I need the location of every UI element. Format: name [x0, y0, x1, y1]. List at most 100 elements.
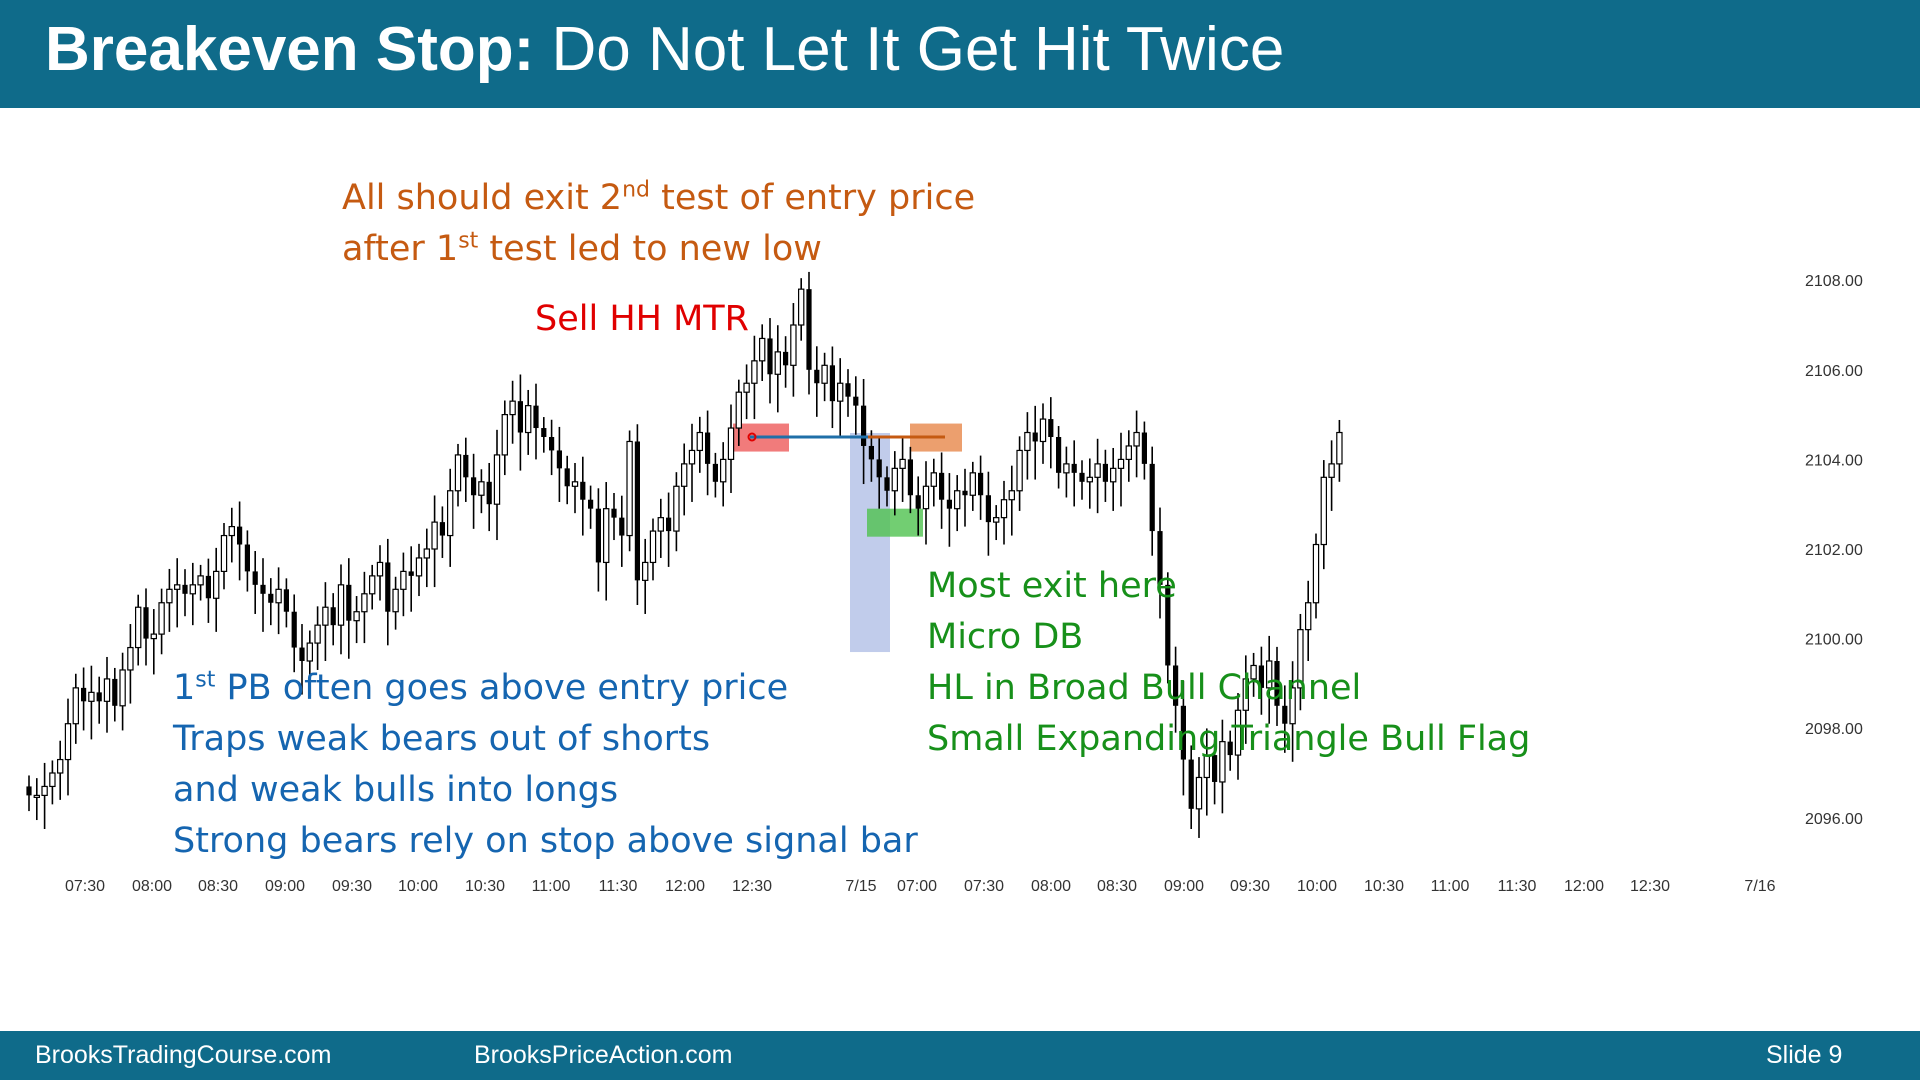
candle-bull [478, 481, 485, 496]
candle-bull [821, 364, 828, 384]
candle-bear [549, 437, 555, 451]
candle-bull [649, 530, 657, 564]
candle-bull [493, 454, 501, 505]
title-rest: Do Not Let It Get Hit Twice [551, 15, 1285, 84]
candle-bear [829, 365, 835, 402]
blue-annotation: 1st PB often goes above entry price Trap… [173, 663, 918, 867]
candle-bull [166, 588, 173, 604]
candle-bear [705, 432, 711, 464]
candle-bull [1289, 687, 1296, 725]
candle-bull [400, 570, 407, 590]
candle-bear [463, 454, 469, 478]
x-tick-label: 12:30 [1630, 878, 1670, 895]
candle-bear [783, 351, 789, 366]
green-line-2: Micro DB [927, 617, 1084, 657]
candle-bear [1274, 661, 1280, 706]
candle-bull [103, 678, 111, 702]
candle-bull [49, 772, 56, 788]
x-tick-label: 7/15 [845, 878, 876, 895]
candle-bull [1312, 543, 1320, 604]
candle-bull [727, 427, 735, 461]
candle-bear [182, 584, 188, 594]
footer-site-1[interactable]: BrooksTradingCourse.com [35, 1041, 332, 1069]
candle-bear [486, 481, 492, 505]
candle-bull [899, 458, 906, 469]
candle-bull [337, 584, 345, 626]
x-tick-label: 10:30 [1364, 878, 1404, 895]
candle-bear [244, 544, 250, 572]
candle-bull [758, 337, 766, 362]
candle-bear [1165, 584, 1171, 666]
candle-bear [946, 499, 952, 509]
candle-bull [72, 687, 79, 725]
candle-bear [268, 593, 274, 603]
candle-bull [1336, 431, 1343, 465]
candle-bear [291, 611, 297, 648]
x-tick-label: 11:30 [1498, 878, 1537, 895]
candle-bull [657, 517, 665, 532]
candle-bear [252, 571, 258, 585]
candle-bull [571, 481, 579, 487]
x-tick-label: 09:30 [332, 878, 372, 895]
candle-bear [861, 405, 867, 446]
candle-bull [275, 588, 282, 604]
candle-bull [774, 351, 782, 375]
candle-bull [127, 646, 134, 671]
candle-bull [1242, 678, 1249, 711]
candle-bear [1032, 432, 1038, 442]
candle-bull [454, 454, 462, 492]
candle-bull [369, 575, 376, 595]
candle-bear [1282, 705, 1288, 724]
candle-bear [283, 589, 289, 612]
candle-bull [376, 561, 384, 577]
candle-bull [688, 449, 696, 465]
candle-bull [922, 485, 930, 510]
candle-bull [501, 414, 509, 456]
candle-bull [751, 360, 758, 384]
orange-line-1: All should exit 2nd test of entry price [342, 177, 976, 218]
candle-bear [806, 289, 812, 370]
candle-bull [415, 557, 423, 577]
candle-bull [969, 472, 977, 496]
footer-site-2[interactable]: BrooksPriceAction.com [474, 1041, 733, 1069]
candle-bull [790, 324, 797, 366]
candle-bear [595, 508, 601, 563]
candle-bull [314, 624, 321, 644]
candle-bear [1071, 463, 1077, 473]
candle-bear [1188, 759, 1194, 809]
blue-line-3: and weak bulls into longs [173, 770, 619, 810]
x-tick-label: 08:00 [132, 878, 172, 895]
candle-bear [712, 463, 718, 482]
candle-bull [891, 467, 899, 492]
candle-bull [992, 517, 1000, 523]
green-line-3: HL in Broad Bull Channel [927, 668, 1362, 708]
x-tick-label: 12:30 [732, 878, 772, 895]
candle-bear [868, 445, 874, 460]
candle-bull [189, 584, 196, 595]
green-annotation: Most exit here Micro DB HL in Broad Bull… [927, 561, 1530, 765]
candle-bull [392, 588, 399, 613]
candle-bull [220, 534, 228, 572]
candle-bull [158, 602, 165, 635]
candle-bull [1250, 664, 1257, 680]
entry-marker [747, 432, 757, 442]
blue-line-1: 1st PB often goes above entry price [173, 667, 789, 708]
candle-bear [330, 607, 336, 626]
candle-bull [1117, 458, 1125, 469]
candle-bull [509, 400, 516, 416]
y-tick-label: 2104.00 [1805, 452, 1863, 469]
candle-bull [41, 785, 48, 797]
candle-bull [1008, 490, 1016, 501]
candle-bull [930, 472, 938, 487]
candle-bull [1024, 431, 1031, 452]
y-tick-label: 2098.00 [1805, 721, 1863, 738]
candle-bull [696, 431, 704, 452]
candle-bear [1227, 741, 1233, 756]
candle-bear [408, 571, 414, 576]
candle-bear [1157, 531, 1163, 585]
candle-bear [939, 472, 945, 500]
candle-bear [112, 678, 118, 706]
candle-bull [1304, 602, 1312, 631]
slide-title: Breakeven Stop: Do Not Let It Get Hit Tw… [45, 14, 1284, 85]
candle-bull [1265, 660, 1273, 689]
